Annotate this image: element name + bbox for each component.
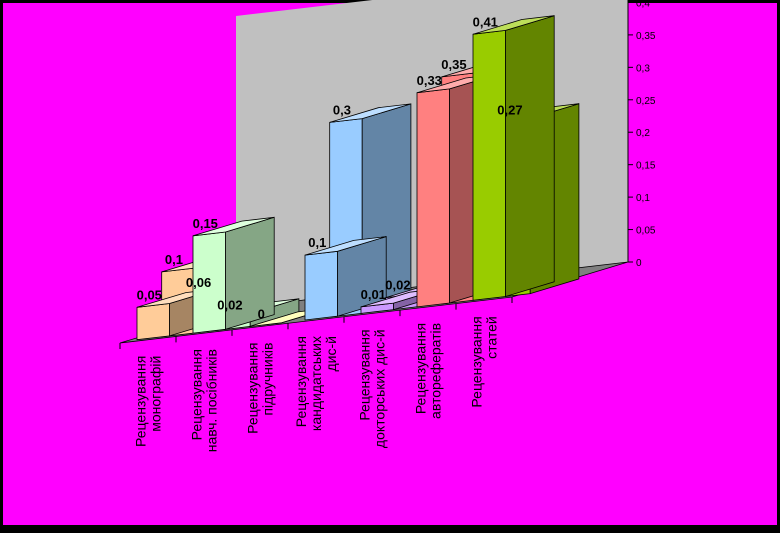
category-label-line: авторефератів <box>428 323 444 419</box>
category-label-line: докторських дис-й <box>372 329 388 448</box>
category-label: Рецензування підручників <box>245 343 276 434</box>
category-label: Рецензування кандидатських дис-й <box>293 336 339 431</box>
category-label: Рецензування монографій <box>133 356 164 447</box>
value-tick-label: 0,15 <box>636 161 656 172</box>
data-label: 0,02 <box>217 297 242 312</box>
value-tick-label: 0,2 <box>636 128 650 139</box>
value-tick-label: 0,4 <box>636 0 650 9</box>
data-label: 0,3 <box>333 103 351 118</box>
category-label: Рецензування авторефератів <box>413 323 444 419</box>
category-label-line: Рецензування <box>357 329 373 420</box>
category-label: Рецензування докторських дис-й <box>357 329 388 448</box>
category-label-line: Рецензування <box>189 349 205 440</box>
data-label: 0,15 <box>193 216 218 231</box>
data-label: 0 <box>258 307 265 322</box>
category-label-line: Рецензування <box>293 336 309 427</box>
category-label-line: Рецензування <box>413 323 429 414</box>
value-tick-label: 0,05 <box>636 226 656 237</box>
category-label-line: Рецензування <box>469 316 485 407</box>
data-label: 0,02 <box>385 278 410 293</box>
category-label-line: кандидатських <box>308 336 324 431</box>
category-label-line: монографій <box>148 356 164 432</box>
category-label-line: підручників <box>260 343 276 416</box>
value-tick-label: 0,35 <box>636 31 656 42</box>
category-label-line: Рецензування <box>245 343 261 434</box>
data-label: 0,33 <box>417 73 442 88</box>
bar <box>304 236 387 321</box>
value-tick-label: 0 <box>636 258 642 269</box>
data-label: 0,01 <box>361 287 386 302</box>
data-label: 0,35 <box>441 57 466 72</box>
data-label: 0,06 <box>186 275 211 290</box>
value-tick-label: 0,25 <box>636 96 656 107</box>
category-label: Рецензування статей <box>469 316 500 407</box>
category-label-line: навч. посібників <box>204 349 220 452</box>
category-label: Рецензування навч. посібників <box>189 349 220 452</box>
category-label-line: статей <box>484 316 500 359</box>
data-label: 0,1 <box>165 252 183 267</box>
category-label-line: Рецензування <box>133 356 149 447</box>
data-label: 0,41 <box>473 14 498 29</box>
data-label: 0,27 <box>497 102 522 117</box>
value-tick-label: 0,3 <box>636 63 650 74</box>
value-tick-label: 0,1 <box>636 193 650 204</box>
data-label: 0,1 <box>308 235 326 250</box>
bar <box>472 15 555 301</box>
data-label: 0,05 <box>137 287 162 302</box>
category-label-line: дис-й <box>323 336 339 371</box>
bar <box>192 216 275 334</box>
